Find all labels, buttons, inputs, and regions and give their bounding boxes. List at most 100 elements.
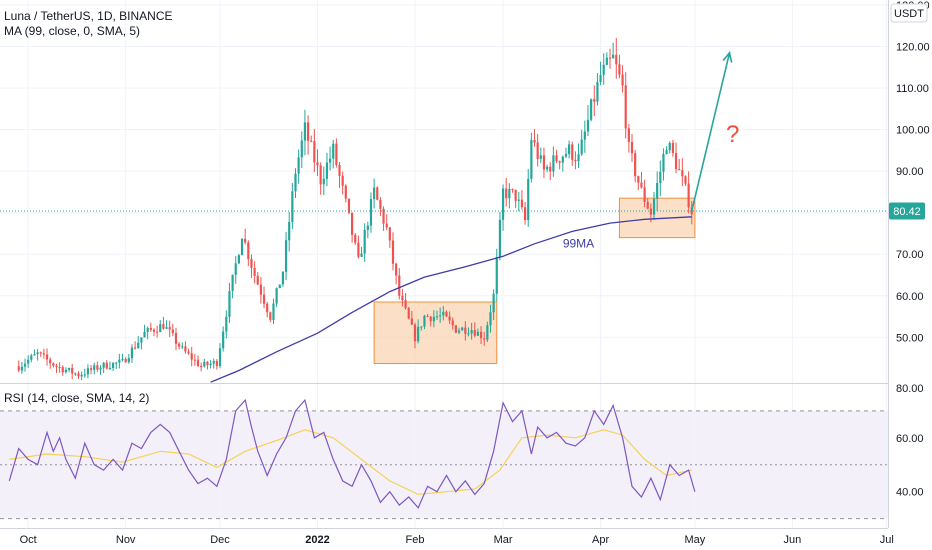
- candle-body: [55, 365, 58, 367]
- candle-body: [240, 238, 244, 256]
- candle-body: [602, 64, 605, 75]
- candle-body: [96, 365, 99, 370]
- candle-body: [429, 316, 432, 322]
- candle-body: [382, 208, 385, 224]
- candle-body: [215, 360, 218, 367]
- candle-body: [523, 207, 527, 221]
- time-tick-label: Jun: [784, 534, 802, 546]
- candle-body: [398, 275, 401, 296]
- candle-body: [498, 219, 502, 258]
- candle-body: [328, 158, 332, 163]
- rsi-tick-label: 60.00: [896, 433, 924, 445]
- candle-body: [464, 327, 467, 334]
- candle-body: [20, 366, 23, 371]
- arrow-shaft: [690, 52, 731, 212]
- candle-body: [395, 263, 398, 276]
- candle-body: [448, 316, 451, 321]
- candle-body: [678, 169, 681, 171]
- candle-body: [681, 170, 684, 177]
- candle-body: [401, 295, 404, 301]
- candle-body: [555, 155, 558, 162]
- candle-body: [627, 128, 630, 142]
- candle-body: [568, 144, 571, 155]
- candle-body: [492, 293, 495, 313]
- candle-body: [259, 284, 262, 295]
- candle-body: [649, 208, 652, 215]
- candle-body: [291, 191, 294, 222]
- currency-button[interactable]: USDT: [890, 3, 928, 23]
- candle-body: [115, 362, 118, 364]
- candle-body: [527, 178, 530, 221]
- candle-body: [33, 354, 36, 356]
- time-tick-label: Jul: [880, 534, 894, 546]
- candle-body: [118, 359, 121, 363]
- candle-body: [583, 131, 586, 140]
- candle-body: [341, 175, 344, 186]
- symbol-title: Luna / TetherUS, 1D, BINANCE: [4, 9, 173, 23]
- candle-body: [656, 183, 659, 199]
- candle-body: [668, 142, 671, 151]
- candle-body: [357, 242, 360, 257]
- candle-body: [61, 367, 64, 373]
- candle-body: [218, 348, 222, 367]
- candle-body: [42, 353, 45, 355]
- candle-body: [310, 140, 313, 142]
- last-price-badge: 80.42: [889, 202, 925, 220]
- time-axis[interactable]: Oct Nov Dec 2022 Feb Mar Apr May Jun Jul: [0, 528, 894, 547]
- candle-body: [83, 374, 86, 376]
- rsi-pane[interactable]: RSI (14, close, SMA, 14, 2): [0, 384, 888, 528]
- candle-body: [634, 153, 637, 177]
- candle-body: [64, 369, 68, 373]
- time-tick-label: 2022: [305, 534, 329, 546]
- candle-body: [461, 327, 464, 331]
- candle-body: [335, 143, 338, 166]
- candle-body: [476, 331, 480, 336]
- time-tick-label: Mar: [494, 534, 513, 546]
- candle-body: [564, 154, 568, 157]
- candle-body: [23, 363, 27, 367]
- candle-body: [354, 234, 357, 243]
- time-tick-label: Dec: [210, 534, 230, 546]
- candle-body: [212, 360, 215, 364]
- candle-body: [590, 99, 593, 120]
- arrow-head: [722, 50, 733, 63]
- price-pane[interactable]: ? 99MA Luna / TetherUS, 1D, BINANCE MA (…: [0, 0, 888, 383]
- candle-body: [473, 329, 476, 336]
- candle-body: [206, 361, 209, 366]
- candle-body: [530, 140, 533, 179]
- candle-body: [294, 173, 297, 192]
- price-tick-label: 50.00: [896, 332, 924, 344]
- candle-body: [105, 362, 108, 369]
- candle-body: [253, 267, 256, 276]
- candle-body: [231, 274, 234, 292]
- candle-body: [511, 189, 514, 191]
- candle-body: [27, 359, 30, 364]
- candle-body: [671, 142, 674, 154]
- candle-body: [369, 199, 373, 226]
- candle-body: [489, 312, 492, 326]
- rsi-grid: [27, 384, 888, 528]
- candle-body: [250, 259, 253, 268]
- candle-body: [196, 359, 200, 367]
- candle-body: [407, 308, 410, 319]
- candle-body: [426, 315, 429, 317]
- candle-body: [67, 367, 71, 370]
- candle-body: [533, 140, 536, 143]
- candle-body: [134, 347, 137, 349]
- candle-body: [454, 325, 457, 333]
- price-scale[interactable]: 50.00 60.00 70.00 80.00 90.00 100.00 110.00 120…: [888, 0, 930, 528]
- candle-body: [577, 154, 580, 162]
- candle-body: [181, 346, 184, 348]
- candle-body: [209, 363, 212, 366]
- candle-body: [165, 327, 168, 329]
- candle-body: [483, 338, 486, 340]
- candle-body: [338, 165, 341, 176]
- candle-body: [659, 171, 662, 184]
- candle-body: [93, 365, 96, 370]
- candle-body: [316, 162, 319, 166]
- candle-body: [45, 354, 49, 360]
- candle-body: [52, 363, 55, 366]
- candle-body: [184, 346, 187, 352]
